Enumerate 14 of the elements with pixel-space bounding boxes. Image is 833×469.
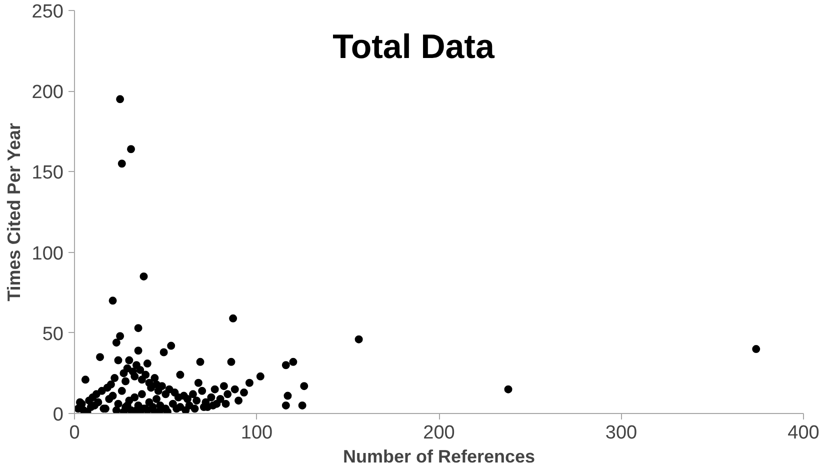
y-tick-label: 100 — [32, 243, 64, 264]
y-tick-label: 0 — [52, 404, 64, 426]
x-tick-label: 200 — [423, 422, 455, 444]
x-tick-label: 300 — [605, 422, 638, 444]
text: Total Data — [332, 28, 496, 66]
y-tick-label: 250 — [32, 2, 64, 22]
x-tick-label: 100 — [240, 422, 273, 444]
x-tick-label: 400 — [788, 422, 820, 444]
y-axis-title: Times Cited Per Year — [4, 122, 24, 302]
x-tick-label: 0 — [69, 422, 80, 444]
y-tick-label: 200 — [32, 82, 64, 104]
x-axis-title: Number of References — [342, 446, 536, 466]
y-tick-label: 150 — [32, 162, 64, 184]
y-tick-label: 50 — [42, 324, 64, 345]
